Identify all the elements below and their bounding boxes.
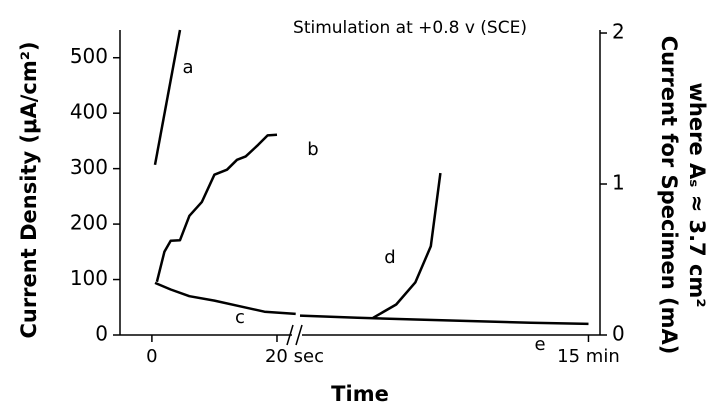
series-line — [154, 281, 296, 316]
y-tick-label: 300 — [70, 155, 108, 179]
y-tick-label: 400 — [70, 100, 108, 124]
series-label: b — [307, 139, 318, 160]
x-tick-label: 20 sec — [265, 346, 324, 367]
series-line — [153, 29, 182, 166]
series-line — [155, 133, 278, 283]
x-tick-label: 15 min — [557, 346, 620, 367]
y-axis-label: Current Density (μA/cm²) — [17, 41, 41, 338]
y-tick-label: 100 — [70, 266, 108, 290]
y2-axis-label: where Aₛ ≈ 3.7 cm² — [685, 82, 709, 307]
chart-title: Stimulation at +0.8 v (SCE) — [293, 18, 527, 38]
y2-axis-label: Current for Specimen (mA) — [657, 36, 681, 355]
x-tick-label: 0 — [146, 346, 157, 367]
x-axis-label: Time — [331, 382, 389, 406]
series-label: e — [534, 334, 545, 355]
y-tick-label: 0 — [95, 322, 108, 346]
series-label: a — [182, 57, 193, 78]
y-tick-label: 500 — [70, 44, 108, 68]
y2-tick-label: 2 — [612, 20, 625, 44]
y2-tick-label: 0 — [612, 322, 625, 346]
series-line — [372, 172, 442, 319]
y2-tick-label: 1 — [612, 171, 625, 195]
axis-break — [295, 324, 303, 346]
series-label: c — [235, 307, 245, 328]
series-line — [299, 314, 589, 326]
axis-break — [286, 324, 294, 346]
series-label: d — [384, 247, 395, 268]
y-tick-label: 200 — [70, 211, 108, 235]
